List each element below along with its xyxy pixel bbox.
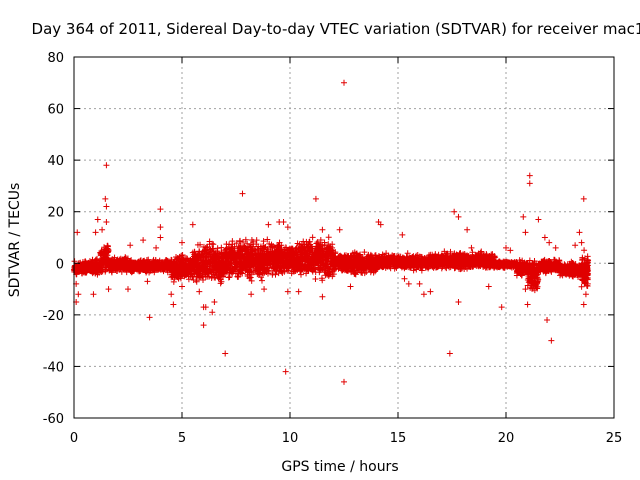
data-point bbox=[83, 268, 90, 275]
data-point bbox=[85, 262, 92, 269]
data-point bbox=[109, 257, 116, 264]
data-point bbox=[88, 259, 95, 266]
data-point bbox=[98, 257, 105, 264]
data-point bbox=[175, 275, 182, 282]
chart-title: Day 364 of 2011, Sidereal Day-to-day VTE… bbox=[32, 20, 640, 38]
data-point bbox=[129, 268, 136, 275]
data-point bbox=[105, 258, 112, 265]
data-point bbox=[112, 261, 119, 268]
data-point bbox=[156, 260, 163, 267]
data-point bbox=[182, 261, 189, 268]
data-point bbox=[142, 264, 149, 271]
data-point bbox=[71, 266, 78, 273]
data-point bbox=[139, 260, 146, 267]
data-point bbox=[111, 263, 118, 270]
data-point bbox=[152, 264, 159, 271]
data-point bbox=[161, 263, 168, 270]
data-point bbox=[178, 257, 185, 264]
data-points bbox=[71, 79, 592, 385]
data-point bbox=[185, 276, 192, 283]
data-point bbox=[89, 270, 96, 277]
data-point bbox=[135, 264, 142, 271]
data-point bbox=[82, 263, 89, 270]
data-point bbox=[97, 249, 104, 256]
data-point bbox=[109, 267, 116, 274]
data-point bbox=[133, 261, 140, 268]
data-point bbox=[120, 257, 127, 264]
data-point bbox=[117, 261, 124, 268]
data-point bbox=[98, 249, 105, 256]
data-point bbox=[163, 257, 170, 264]
data-point bbox=[127, 263, 134, 270]
data-point bbox=[131, 262, 138, 269]
data-point bbox=[99, 258, 106, 265]
data-point bbox=[114, 264, 121, 271]
data-point bbox=[153, 259, 160, 266]
data-point bbox=[104, 249, 111, 256]
data-point bbox=[98, 268, 105, 275]
data-point bbox=[107, 264, 114, 271]
data-point bbox=[170, 278, 177, 285]
data-point bbox=[146, 259, 153, 266]
